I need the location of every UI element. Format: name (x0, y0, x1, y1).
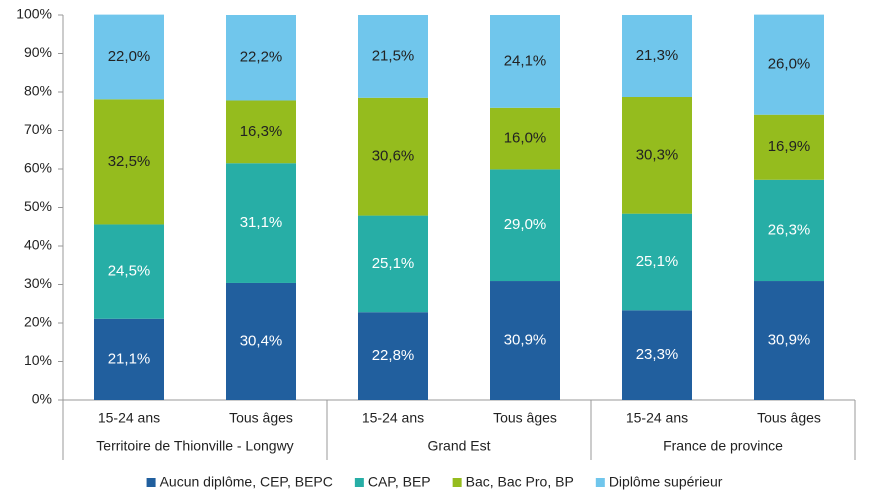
value-label: 22,0% (108, 48, 151, 65)
legend-swatch (452, 478, 462, 487)
value-label: 29,0% (504, 216, 547, 233)
legend-label: CAP, BEP (368, 474, 431, 490)
y-tick-label: 30% (24, 275, 52, 291)
value-label: 30,9% (768, 331, 811, 348)
x-tick-label: Tous âges (493, 410, 557, 426)
value-label: 16,0% (504, 130, 547, 147)
y-tick-label: 0% (32, 391, 52, 407)
legend-swatch (595, 478, 605, 487)
y-tick-label: 80% (24, 83, 52, 99)
value-label: 22,2% (240, 49, 283, 66)
value-label: 30,4% (240, 332, 283, 349)
bar-segment (94, 318, 164, 400)
y-tick-label: 90% (24, 44, 52, 60)
value-label: 21,1% (108, 350, 151, 367)
value-label: 26,0% (768, 56, 811, 73)
y-tick-label: 50% (24, 198, 52, 214)
value-label: 26,3% (768, 221, 811, 238)
bar-segment (358, 312, 428, 400)
bar-segment (358, 15, 428, 98)
bar-segment (358, 97, 428, 216)
legend-swatch (146, 478, 156, 487)
legend-label: Diplôme supérieur (609, 474, 723, 490)
value-label: 25,1% (372, 255, 415, 272)
value-label: 21,3% (636, 47, 679, 64)
bar-segment (754, 14, 824, 115)
x-tick-label: 15-24 ans (626, 410, 688, 426)
bar-segment (622, 310, 692, 400)
bar-segment (490, 107, 560, 170)
bar-segment (226, 282, 296, 400)
y-tick-label: 70% (24, 121, 52, 137)
bar-segment (226, 163, 296, 283)
legend-label: Aucun diplôme, CEP, BEPC (160, 474, 333, 490)
bar-segment (754, 114, 824, 180)
legend-swatch (354, 478, 364, 487)
value-label: 23,3% (636, 346, 679, 363)
bar-segment (94, 224, 164, 319)
y-tick-label: 20% (24, 314, 52, 330)
value-label: 30,6% (372, 148, 415, 165)
value-label: 30,9% (504, 331, 547, 348)
value-label: 30,3% (636, 146, 679, 163)
bar-segment (226, 15, 296, 101)
value-label: 21,5% (372, 47, 415, 64)
bar-segment (754, 281, 824, 400)
bar-segment (622, 213, 692, 311)
bar-segment (754, 179, 824, 282)
x-tick-label: Tous âges (229, 410, 293, 426)
bar-segment (94, 99, 164, 225)
value-label: 16,3% (240, 123, 283, 140)
bar-segment (490, 281, 560, 400)
value-label: 24,1% (504, 52, 547, 69)
y-tick-label: 40% (24, 237, 52, 253)
y-tick-label: 10% (24, 352, 52, 368)
bar-segment (358, 215, 428, 313)
bar-segment (490, 15, 560, 108)
value-label: 22,8% (372, 347, 415, 364)
legend-label: Bac, Bac Pro, BP (466, 474, 574, 490)
value-label: 16,9% (768, 138, 811, 155)
x-tick-label: Tous âges (757, 410, 821, 426)
bar-segment (226, 100, 296, 164)
bar-segment (490, 169, 560, 282)
value-label: 24,5% (108, 263, 151, 280)
value-label: 32,5% (108, 153, 151, 170)
group-label: France de province (663, 438, 783, 454)
bar-segment (94, 14, 164, 100)
value-label: 25,1% (636, 253, 679, 270)
value-label: 31,1% (240, 214, 283, 231)
bar-segment (622, 15, 692, 98)
y-tick-label: 60% (24, 160, 52, 176)
x-tick-label: 15-24 ans (362, 410, 424, 426)
group-label: Territoire de Thionville - Longwy (96, 438, 293, 454)
bar-segment (622, 97, 692, 214)
y-tick-label: 100% (16, 6, 52, 22)
x-tick-label: 15-24 ans (98, 410, 160, 426)
group-label: Grand Est (427, 438, 490, 454)
